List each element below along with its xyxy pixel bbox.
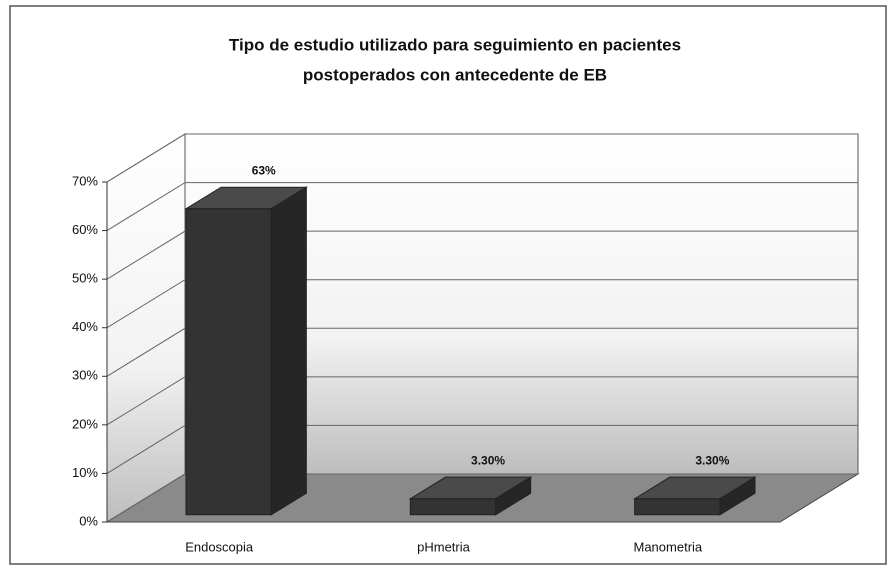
- data-label: 3.30%: [471, 453, 505, 467]
- data-label: 3.30%: [695, 453, 729, 467]
- y-tick-label: 10%: [72, 465, 98, 480]
- data-label: 63%: [252, 163, 276, 177]
- x-tick-label: Endoscopia: [185, 539, 254, 554]
- grid-line: [106, 327, 858, 377]
- grid-line: [106, 473, 858, 523]
- grid-line: [106, 376, 858, 426]
- grid-line: [106, 182, 858, 231]
- grid-line: [106, 424, 858, 474]
- x-tick-label: Manometria: [634, 539, 703, 554]
- y-tick-label: 50%: [72, 271, 98, 286]
- grid-line: [106, 230, 858, 280]
- bar: [185, 208, 272, 516]
- y-tick-label: 60%: [72, 222, 98, 237]
- chart-frame: [9, 5, 887, 565]
- grid-line: [106, 133, 858, 183]
- bar: [409, 498, 497, 516]
- side-wall: [106, 133, 186, 523]
- y-tick-label: 40%: [72, 319, 98, 334]
- chart-title-line-1: Tipo de estudio utilizado para seguimien…: [229, 35, 681, 54]
- y-tick-label: 0%: [79, 513, 98, 528]
- grid-line: [106, 279, 858, 329]
- y-tick-label: 20%: [72, 416, 98, 431]
- chart-title-line-2: postoperados con antecedente de EB: [303, 65, 607, 84]
- y-tick-label: 70%: [72, 173, 98, 188]
- x-tick-label: pHmetria: [417, 539, 471, 554]
- y-tick-label: 30%: [72, 368, 98, 383]
- bar-side: [270, 186, 307, 516]
- bar: [634, 498, 721, 516]
